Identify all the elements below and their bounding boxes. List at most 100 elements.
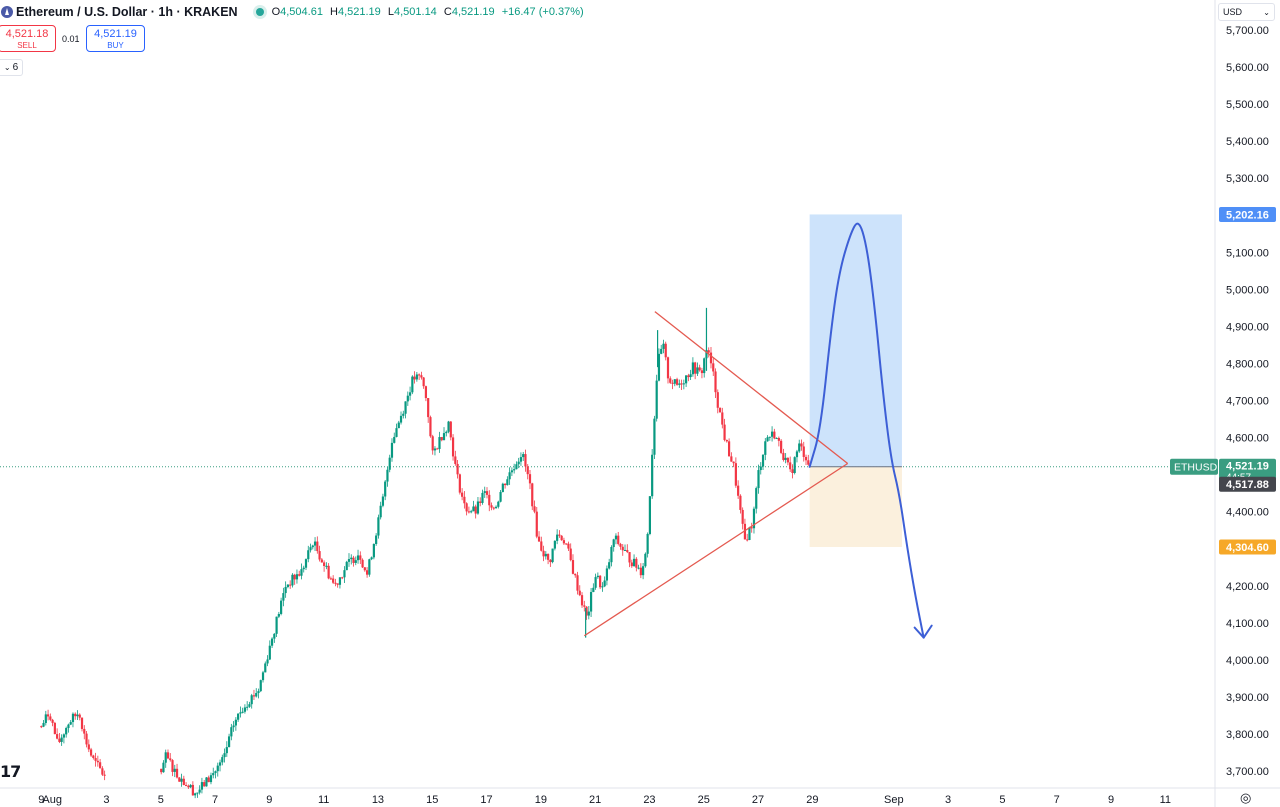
candle-body <box>277 613 280 617</box>
candle-body <box>678 383 681 385</box>
buy-button[interactable]: 4,521.19 BUY <box>86 25 145 52</box>
candle-body <box>282 593 285 601</box>
candle-body <box>605 568 609 581</box>
x-tick-label: 19 <box>535 794 547 806</box>
candle-body <box>252 695 256 697</box>
candle-body <box>694 362 697 374</box>
candle-body <box>257 691 260 694</box>
candle-body <box>166 752 170 759</box>
candle-body <box>759 466 762 471</box>
y-tick-label: 4,800.00 <box>1226 358 1269 370</box>
candle-body <box>227 736 231 748</box>
y-tick-label: 5,600.00 <box>1226 62 1269 74</box>
candle-body <box>280 600 283 614</box>
y-tick-label: 5,300.00 <box>1226 173 1269 185</box>
candle-body <box>343 570 346 578</box>
x-tick-label: 5 <box>999 794 1005 806</box>
candle-body <box>341 577 344 579</box>
target-price-tag: 5,202.16 <box>1226 209 1269 221</box>
candle-body <box>406 395 409 402</box>
candle-body <box>526 466 529 475</box>
candle-body <box>56 734 59 739</box>
candle-body <box>189 784 192 788</box>
candle-body <box>361 559 364 568</box>
currency-select[interactable]: USD ⌄ <box>1218 3 1275 21</box>
ohlc-values: O4,504.61 H4,521.19 L4,501.14 C4,521.19 … <box>272 6 584 18</box>
candle-body <box>58 738 61 742</box>
candle-body <box>74 713 77 717</box>
candle-body <box>209 775 213 783</box>
candle-body <box>576 575 579 591</box>
candle-body <box>352 557 355 563</box>
candle-body <box>757 470 760 489</box>
candle-body <box>51 719 54 723</box>
candle-body <box>255 693 258 697</box>
candle-body <box>725 439 728 442</box>
candle-body <box>730 456 733 462</box>
candle-body <box>325 565 328 567</box>
x-tick-label: Aug <box>42 794 62 806</box>
currency-label: USD <box>1223 7 1243 17</box>
candle-body <box>712 363 715 372</box>
projected-path-curve <box>808 222 925 639</box>
candle-body <box>239 712 242 714</box>
candle-body <box>639 567 642 576</box>
candle-body <box>445 431 448 434</box>
candle-body <box>795 451 799 458</box>
candle-body <box>603 580 606 587</box>
candle-body <box>449 421 452 438</box>
candle-body <box>447 421 450 432</box>
candle-body <box>727 441 731 457</box>
candle-body <box>87 744 90 750</box>
candle-body <box>429 417 432 437</box>
candle-body <box>773 431 776 439</box>
indicators-toggle[interactable]: ⌄ 6 <box>0 59 23 76</box>
candle-body <box>291 574 294 586</box>
y-tick-label: 3,800.00 <box>1226 729 1269 741</box>
candle-body <box>804 456 808 461</box>
candle-body <box>476 501 480 514</box>
candle-body <box>630 562 633 567</box>
candle-body <box>365 570 369 575</box>
candle-body <box>302 567 305 570</box>
candle-body <box>399 415 403 423</box>
candle-body <box>381 496 385 506</box>
candle-body <box>216 765 219 772</box>
candle-body <box>601 586 604 588</box>
high-label: H <box>330 6 338 18</box>
candle-body <box>698 367 701 371</box>
candle-body <box>574 573 577 576</box>
projected-path <box>808 222 933 639</box>
candle-body <box>402 413 405 416</box>
candle-body <box>472 506 475 512</box>
candle-body <box>160 768 163 773</box>
candle-body <box>673 379 676 384</box>
gear-icon[interactable]: ◎ <box>1240 790 1252 805</box>
projected-path-arrowhead <box>913 624 933 639</box>
chevron-down-icon: ⌄ <box>3 63 11 72</box>
candle-body <box>386 469 389 482</box>
candle-body <box>356 555 360 561</box>
low-value: 4,501.14 <box>393 6 437 18</box>
candle-body <box>666 357 670 379</box>
ethereum-icon[interactable] <box>1 6 13 18</box>
sell-button[interactable]: 4,521.18 SELL <box>0 25 56 52</box>
candle-body <box>585 606 588 616</box>
symbol-title[interactable]: Ethereum / U.S. Dollar · 1h · KRAKEN <box>16 5 238 19</box>
candle-body <box>546 553 550 560</box>
candle-body <box>721 412 724 425</box>
candle-body <box>644 553 647 567</box>
candle-body <box>350 557 353 560</box>
sell-price: 4,521.18 <box>5 28 49 40</box>
candle-body <box>485 491 489 495</box>
candle-body <box>737 485 740 496</box>
candle-body <box>311 545 314 548</box>
candle-body <box>716 392 719 408</box>
candle-body <box>223 753 226 758</box>
candle-body <box>741 509 744 524</box>
candle-body <box>621 546 624 551</box>
candle-body <box>567 543 570 549</box>
tradingview-logo[interactable]: 17 <box>0 762 21 781</box>
candle-body <box>746 539 749 541</box>
